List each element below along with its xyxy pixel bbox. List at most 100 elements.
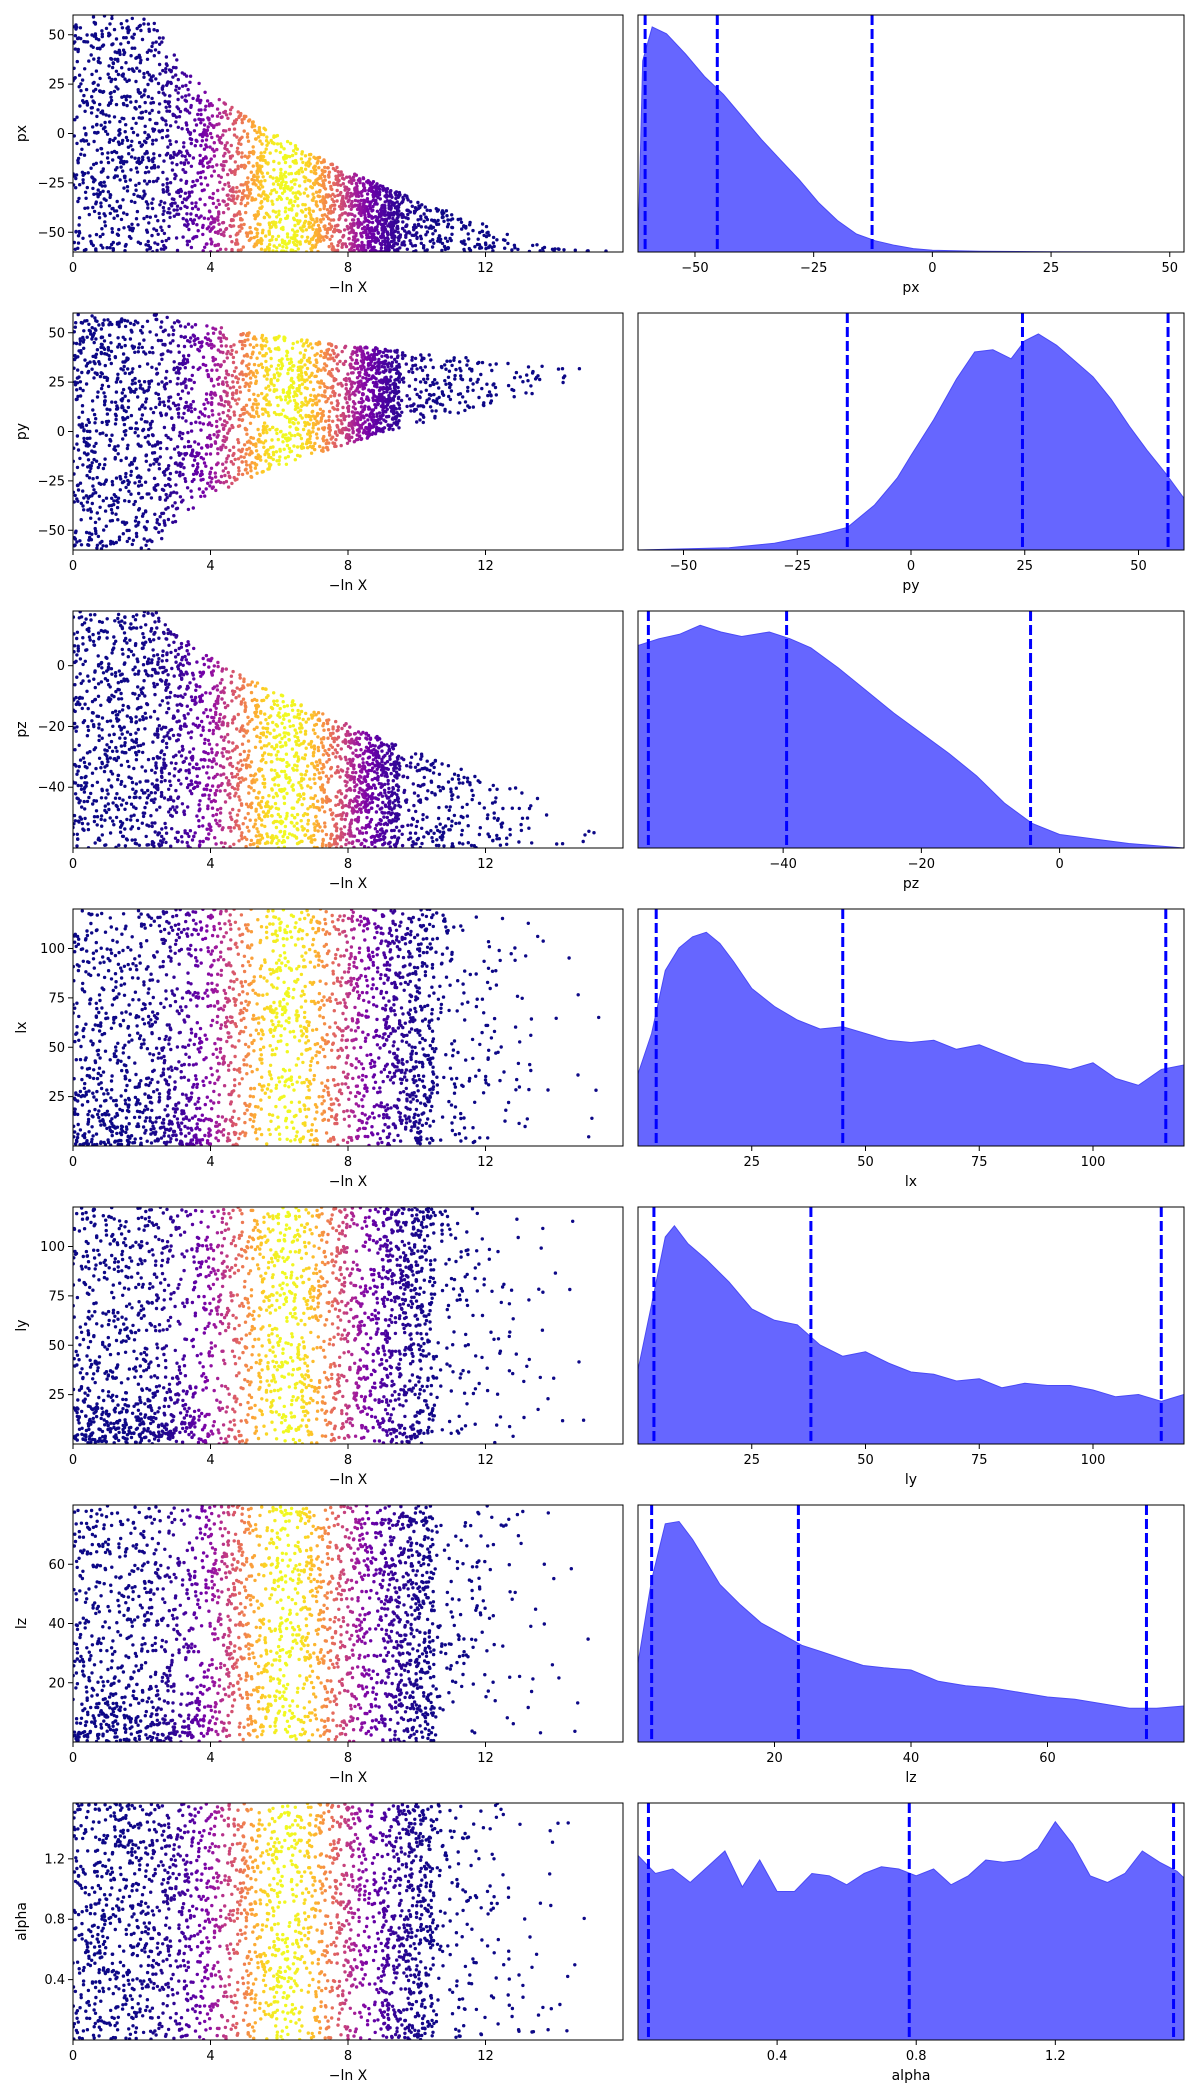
trace-point <box>255 406 259 410</box>
trace-point <box>217 202 221 207</box>
trace-point <box>260 199 264 204</box>
trace-point <box>114 209 119 213</box>
trace-point <box>366 209 370 214</box>
trace-point <box>153 512 157 516</box>
trace-point <box>99 351 104 356</box>
trace-point <box>187 93 191 97</box>
trace-point <box>143 406 147 410</box>
trace-point <box>264 161 268 165</box>
trace-point <box>197 487 202 491</box>
trace-point <box>179 206 183 211</box>
trace-point <box>345 441 350 445</box>
trace-point <box>272 134 276 138</box>
trace-point <box>361 392 365 396</box>
trace-point <box>141 155 145 159</box>
trace-point <box>347 179 352 184</box>
trace-point <box>322 238 326 242</box>
trace-point <box>288 399 292 403</box>
trace-point <box>230 481 234 486</box>
trace-point <box>132 322 136 327</box>
trace-point <box>304 372 308 376</box>
trace-point <box>207 117 211 121</box>
trace-point <box>73 183 76 187</box>
trace-point <box>248 343 252 347</box>
trace-point <box>216 362 220 367</box>
trace-point <box>256 210 260 214</box>
trace-point <box>314 200 318 204</box>
trace-point <box>177 86 181 91</box>
trace-point <box>165 128 170 133</box>
trace-point <box>105 407 109 411</box>
trace-point <box>251 336 256 341</box>
trace-point <box>461 395 465 399</box>
trace-point <box>217 174 221 178</box>
trace-point <box>98 192 102 196</box>
trace-point <box>328 205 333 210</box>
trace-point <box>151 74 155 78</box>
trace-point <box>110 65 115 70</box>
trace-point <box>243 338 247 343</box>
trace-point <box>262 190 266 194</box>
trace-point <box>180 200 185 205</box>
trace-point <box>434 399 439 403</box>
trace-point <box>428 239 432 243</box>
trace-point <box>245 432 249 436</box>
trace-point <box>240 226 244 230</box>
trace-point <box>351 244 355 248</box>
trace-point <box>100 420 104 425</box>
trace-point <box>223 143 228 148</box>
trace-point <box>353 411 357 415</box>
trace-point <box>213 327 218 331</box>
trace-point <box>174 483 178 487</box>
trace-point <box>95 192 99 196</box>
trace-point <box>310 243 315 248</box>
trace-point <box>111 240 116 245</box>
trace-point <box>529 384 533 388</box>
trace-point <box>416 200 420 205</box>
trace-point <box>262 421 267 425</box>
trace-point <box>221 187 225 191</box>
trace-point <box>125 539 129 544</box>
trace-point <box>107 140 112 144</box>
trace-point <box>359 190 363 195</box>
trace-point <box>445 359 449 363</box>
trace-point <box>394 416 398 420</box>
trace-point <box>328 237 332 242</box>
trace-point <box>155 121 159 126</box>
trace-point <box>278 186 283 190</box>
trace-point <box>385 353 389 358</box>
trace-point <box>416 218 420 222</box>
trace-point <box>216 433 220 438</box>
trace-point <box>444 382 448 386</box>
trace-point <box>240 472 245 477</box>
trace-point <box>132 192 136 197</box>
trace-point <box>161 352 165 356</box>
trace-point <box>318 239 323 243</box>
trace-point <box>168 379 172 384</box>
trace-point <box>134 99 138 104</box>
trace-point <box>484 224 489 229</box>
trace-point <box>219 344 224 348</box>
trace-point <box>204 138 209 142</box>
trace-point <box>136 159 141 163</box>
trace-point <box>146 388 150 392</box>
trace-point <box>99 146 103 151</box>
trace-point <box>140 37 145 42</box>
trace-point <box>218 364 223 369</box>
trace-point <box>231 445 236 449</box>
trace-point <box>92 209 97 214</box>
trace-point <box>329 242 334 246</box>
trace-point <box>346 227 350 231</box>
trace-point <box>238 229 242 233</box>
trace-point <box>147 179 152 184</box>
trace-point <box>255 356 259 360</box>
trace-point <box>109 95 113 99</box>
trace-point <box>99 386 104 391</box>
trace-point <box>116 336 120 340</box>
trace-point <box>238 385 242 389</box>
trace-point <box>370 432 374 436</box>
trace-point <box>82 436 86 441</box>
trace-point <box>348 212 353 216</box>
trace-point <box>303 386 307 390</box>
trace-point <box>288 361 292 365</box>
